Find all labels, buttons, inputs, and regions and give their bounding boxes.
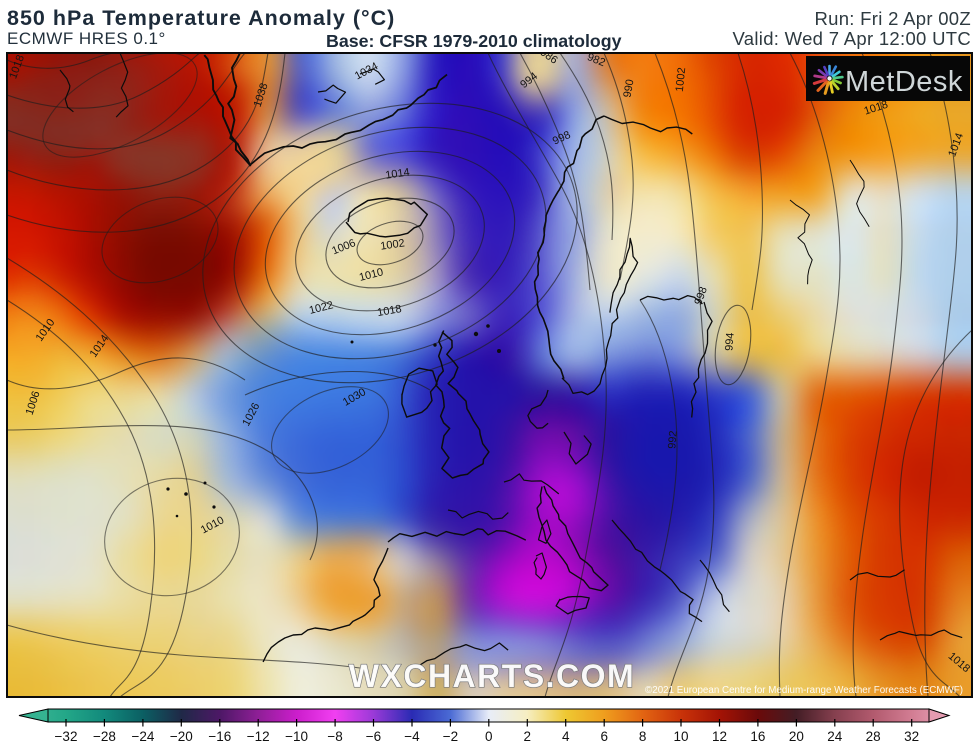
svg-text:1014: 1014 [385,166,411,181]
svg-text:1010: 1010 [199,514,226,536]
svg-text:−24: −24 [131,729,154,744]
svg-text:1022: 1022 [308,299,335,317]
svg-text:16: 16 [750,729,765,744]
svg-text:1026: 1026 [240,401,262,428]
svg-text:24: 24 [827,729,843,744]
svg-text:1006: 1006 [330,237,357,257]
svg-text:990: 990 [622,78,637,98]
svg-text:−28: −28 [93,729,116,744]
svg-text:1010: 1010 [358,266,385,284]
svg-text:992: 992 [666,430,680,449]
svg-text:−6: −6 [366,729,381,744]
svg-text:1018: 1018 [863,99,890,118]
svg-text:©2021 European Centre for Medi: ©2021 European Centre for Medium-range W… [645,685,963,696]
svg-text:10: 10 [673,729,688,744]
svg-text:32: 32 [904,729,919,744]
svg-text:1038: 1038 [252,82,271,109]
svg-text:−10: −10 [285,729,308,744]
svg-text:1018: 1018 [376,303,402,319]
svg-text:28: 28 [866,729,881,744]
svg-text:−4: −4 [404,729,420,744]
svg-text:4: 4 [562,729,570,744]
svg-text:1018: 1018 [946,650,972,675]
svg-text:−32: −32 [55,729,78,744]
svg-text:WXCHARTS.COM: WXCHARTS.COM [349,658,635,694]
svg-text:−8: −8 [327,729,342,744]
svg-text:6: 6 [600,729,608,744]
svg-text:998: 998 [551,129,573,148]
svg-text:−20: −20 [170,729,193,744]
svg-text:1034: 1034 [353,60,380,82]
svg-text:1002: 1002 [380,237,406,252]
svg-text:−16: −16 [208,729,231,744]
svg-text:1014: 1014 [946,131,966,158]
svg-text:1002: 1002 [674,67,688,93]
svg-text:12: 12 [712,729,727,744]
svg-text:0: 0 [485,729,493,744]
svg-text:8: 8 [639,729,647,744]
svg-text:994: 994 [518,70,540,91]
svg-text:1018: 1018 [7,53,27,80]
svg-text:998: 998 [692,285,710,306]
svg-text:2: 2 [524,729,532,744]
svg-text:986: 986 [538,46,560,66]
svg-text:−2: −2 [443,729,458,744]
svg-text:MetDesk: MetDesk [845,66,963,98]
svg-text:−12: −12 [247,729,270,744]
svg-text:1006: 1006 [24,390,43,417]
svg-text:994: 994 [723,332,736,351]
svg-text:20: 20 [789,729,804,744]
svg-text:1030: 1030 [341,386,368,409]
